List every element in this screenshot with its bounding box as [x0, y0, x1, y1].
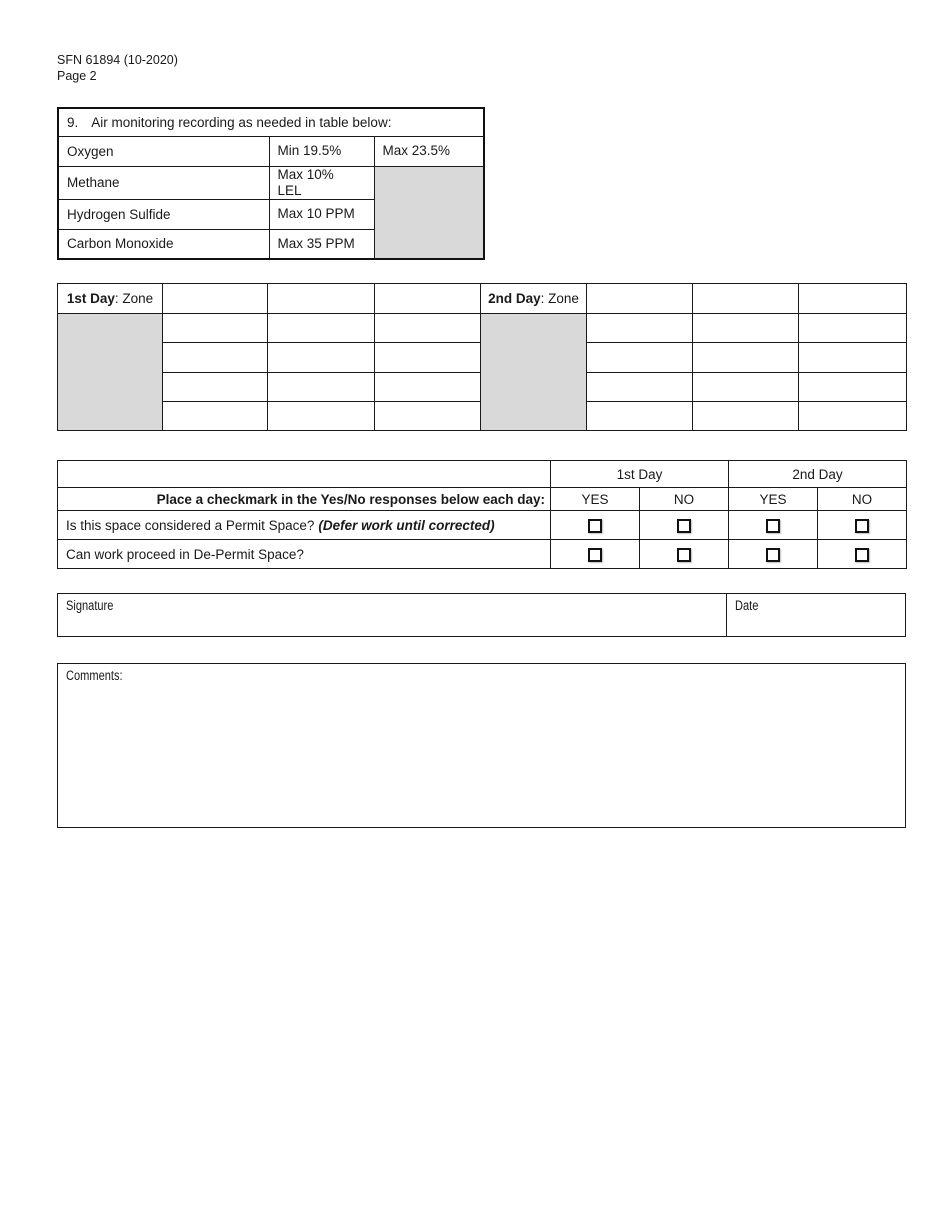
- limit-value: Min 19.5%: [268, 135, 375, 167]
- substance-label: Oxygen: [57, 135, 270, 167]
- cell-permit-day2-no: [816, 510, 908, 540]
- date-field[interactable]: Date: [727, 594, 905, 636]
- day2-column-header: 2nd Day: [727, 460, 908, 488]
- no-column-header: NO: [639, 487, 729, 511]
- zone-entry-cell[interactable]: [162, 372, 268, 402]
- checkbox-depermit-day1-yes[interactable]: [588, 547, 602, 562]
- zone-entry-cell[interactable]: [586, 313, 693, 343]
- day2-label: 2nd Day: [488, 291, 541, 306]
- substance-label: Hydrogen Sulfide: [57, 198, 270, 230]
- zone-entry-cell[interactable]: [267, 401, 375, 431]
- zone-entry-cell[interactable]: [692, 342, 799, 373]
- zone-entry-cell[interactable]: [692, 401, 799, 431]
- cell-depermit-day2-yes: [728, 539, 818, 569]
- zone-entry-cell[interactable]: [692, 283, 799, 314]
- zone-entry-cell[interactable]: [374, 372, 481, 402]
- checkmark-instruction: Place a checkmark in the Yes/No response…: [57, 487, 551, 511]
- empty-corner-cell: [57, 460, 551, 488]
- cell-depermit-day1-no: [639, 539, 729, 569]
- zone-entry-cell[interactable]: [374, 342, 481, 373]
- zone-entry-cell[interactable]: [374, 283, 481, 314]
- no-column-header: NO: [816, 487, 908, 511]
- day1-zone-header: 1st Day: Zone: [57, 283, 163, 314]
- zone-entry-cell[interactable]: [374, 313, 481, 343]
- zone-entry-cell[interactable]: [798, 313, 907, 343]
- air-monitoring-table: 9. Air monitoring recording as needed in …: [57, 107, 485, 260]
- air-monitoring-title-cell: 9. Air monitoring recording as needed in …: [57, 107, 485, 137]
- zone-entry-cell[interactable]: [162, 283, 268, 314]
- checkbox-depermit-day1-no[interactable]: [677, 547, 691, 562]
- zone-entry-cell[interactable]: [267, 313, 375, 343]
- question-note: (Defer work until corrected): [318, 517, 495, 533]
- day1-label: 1st Day: [66, 291, 115, 306]
- checkbox-depermit-day2-no[interactable]: [855, 547, 869, 562]
- question-text: Is this space considered a Permit Space?: [66, 517, 315, 533]
- item-number: 9.: [67, 114, 79, 130]
- signature-field[interactable]: Signature: [58, 594, 727, 636]
- zone-entry-cell[interactable]: [692, 372, 799, 402]
- zone-entry-cell[interactable]: [798, 342, 907, 373]
- signature-label: Signature: [66, 598, 114, 613]
- zone-entry-cell[interactable]: [267, 342, 375, 373]
- zone-entry-cell[interactable]: [267, 283, 375, 314]
- shaded-na-cell: [373, 165, 485, 260]
- day1-column-header: 1st Day: [550, 460, 729, 488]
- yes-no-response-table: 1st Day 2nd Day Place a checkmark in the…: [57, 460, 908, 569]
- zone-entry-cell[interactable]: [798, 401, 907, 431]
- shaded-na-cell: [480, 313, 587, 431]
- date-label: Date: [735, 598, 759, 613]
- substance-label: Carbon Monoxide: [57, 228, 270, 260]
- yes-column-header: YES: [728, 487, 818, 511]
- zone-entry-cell[interactable]: [586, 401, 693, 431]
- cell-permit-day2-yes: [728, 510, 818, 540]
- zone-entry-cell[interactable]: [586, 283, 693, 314]
- zone-entry-cell[interactable]: [374, 401, 481, 431]
- cell-depermit-day2-no: [816, 539, 908, 569]
- zone-entry-cell[interactable]: [586, 372, 693, 402]
- form-number: SFN 61894 (10-2020): [57, 53, 178, 67]
- air-monitoring-title: Air monitoring recording as needed in ta…: [91, 114, 392, 130]
- zone-entry-cell[interactable]: [692, 313, 799, 343]
- zone-entry-cell[interactable]: [798, 372, 907, 402]
- checkbox-permit-day1-no[interactable]: [677, 518, 691, 533]
- limit-value: Max 35 PPM: [268, 228, 375, 260]
- page-number: Page 2: [57, 68, 97, 83]
- question-permit-space: Is this space considered a Permit Space?…: [57, 510, 551, 540]
- limit-value: Max 10% LEL: [268, 165, 375, 200]
- checkbox-permit-day2-yes[interactable]: [766, 518, 780, 533]
- cell-permit-day1-no: [639, 510, 729, 540]
- zone-entry-cell[interactable]: [586, 342, 693, 373]
- zone-entry-cell[interactable]: [162, 401, 268, 431]
- limit-value: Max 23.5%: [373, 135, 485, 167]
- shaded-na-cell: [57, 313, 163, 431]
- checkbox-permit-day2-no[interactable]: [855, 518, 869, 533]
- comments-label: Comments:: [66, 668, 123, 683]
- form-id-block: SFN 61894 (10-2020) Page 2: [57, 53, 178, 84]
- cell-permit-day1-yes: [550, 510, 640, 540]
- checkbox-depermit-day2-yes[interactable]: [766, 547, 780, 562]
- signature-date-row: Signature Date: [57, 593, 906, 637]
- yes-column-header: YES: [550, 487, 640, 511]
- comments-field[interactable]: Comments:: [57, 663, 906, 828]
- cell-depermit-day1-yes: [550, 539, 640, 569]
- question-text: Can work proceed in De-Permit Space?: [66, 546, 304, 562]
- day2-zone-header: 2nd Day: Zone: [480, 283, 587, 314]
- zone-recording-table: 1st Day: Zone 2nd Day: Zone: [57, 283, 907, 431]
- substance-label: Methane: [57, 165, 270, 200]
- day2-suffix: : Zone: [540, 291, 579, 306]
- limit-value: Max 10 PPM: [268, 198, 375, 230]
- zone-entry-cell[interactable]: [267, 372, 375, 402]
- day1-suffix: : Zone: [114, 291, 154, 306]
- zone-entry-cell[interactable]: [162, 313, 268, 343]
- question-depermit-space: Can work proceed in De-Permit Space?: [57, 539, 551, 569]
- zone-entry-cell[interactable]: [798, 283, 907, 314]
- zone-entry-cell[interactable]: [162, 342, 268, 373]
- checkbox-permit-day1-yes[interactable]: [588, 518, 602, 533]
